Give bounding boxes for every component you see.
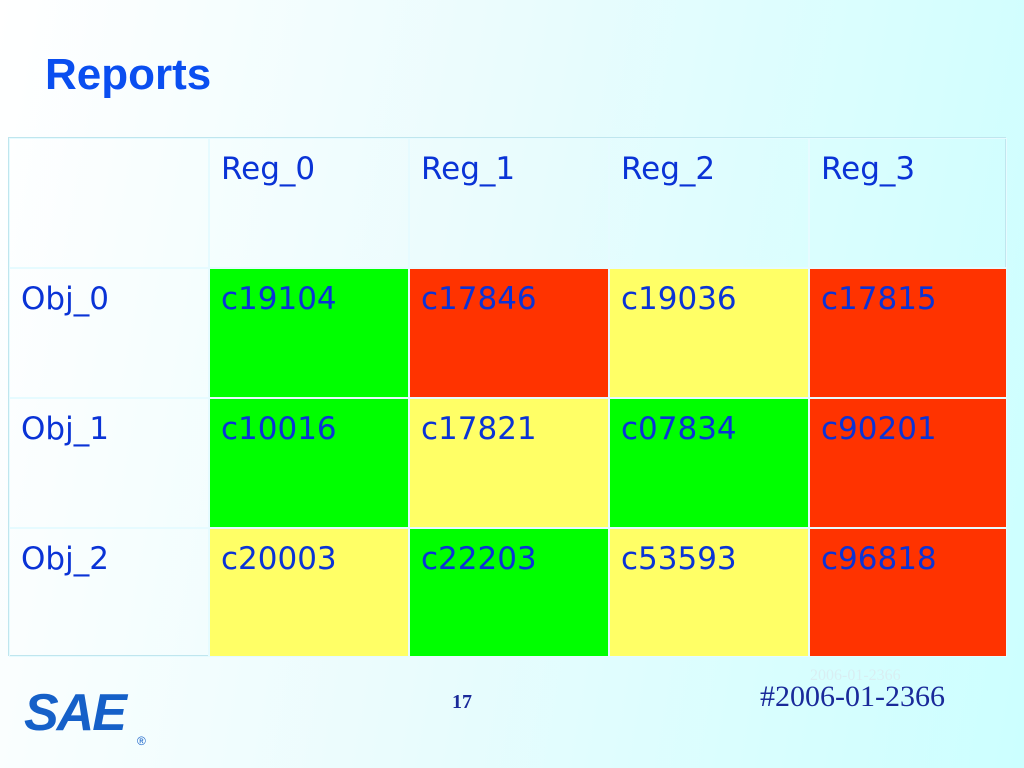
table-cell: [9, 138, 209, 268]
table-cell: Reg_3: [809, 138, 1007, 268]
paper-id: #2006-01-2366: [760, 680, 945, 713]
table-cell: Reg_1: [409, 138, 609, 268]
slide-title: Reports: [45, 50, 212, 99]
table-cell: c90201: [809, 398, 1007, 528]
logo: SAE: [24, 684, 127, 742]
table-cell: c19036: [609, 268, 809, 398]
watermark: 2006-01-2366: [810, 667, 901, 684]
table-cell: c96818: [809, 528, 1007, 657]
table-cell: c17846: [409, 268, 609, 398]
table-cell: Reg_0: [209, 138, 409, 268]
page-number: 17: [452, 691, 472, 713]
table-cell: Obj_0: [9, 268, 209, 398]
report-table: Reg_0 Reg_1 Reg_2 Reg_3 Obj_0 c19104 c17846 c19…: [8, 137, 1007, 657]
registered-mark: ®: [137, 734, 146, 748]
table-cell: c10016: [209, 398, 409, 528]
table-cell: Reg_2: [609, 138, 809, 268]
table-cell: c22203: [409, 528, 609, 657]
table-cell: c17815: [809, 268, 1007, 398]
table-cell: c17821: [409, 398, 609, 528]
table-cell: Obj_2: [9, 528, 209, 657]
table-cell: c19104: [209, 268, 409, 398]
table-cell: c07834: [609, 398, 809, 528]
table-cell: Obj_1: [9, 398, 209, 528]
table-cell: c20003: [209, 528, 409, 657]
table-cell: c53593: [609, 528, 809, 657]
